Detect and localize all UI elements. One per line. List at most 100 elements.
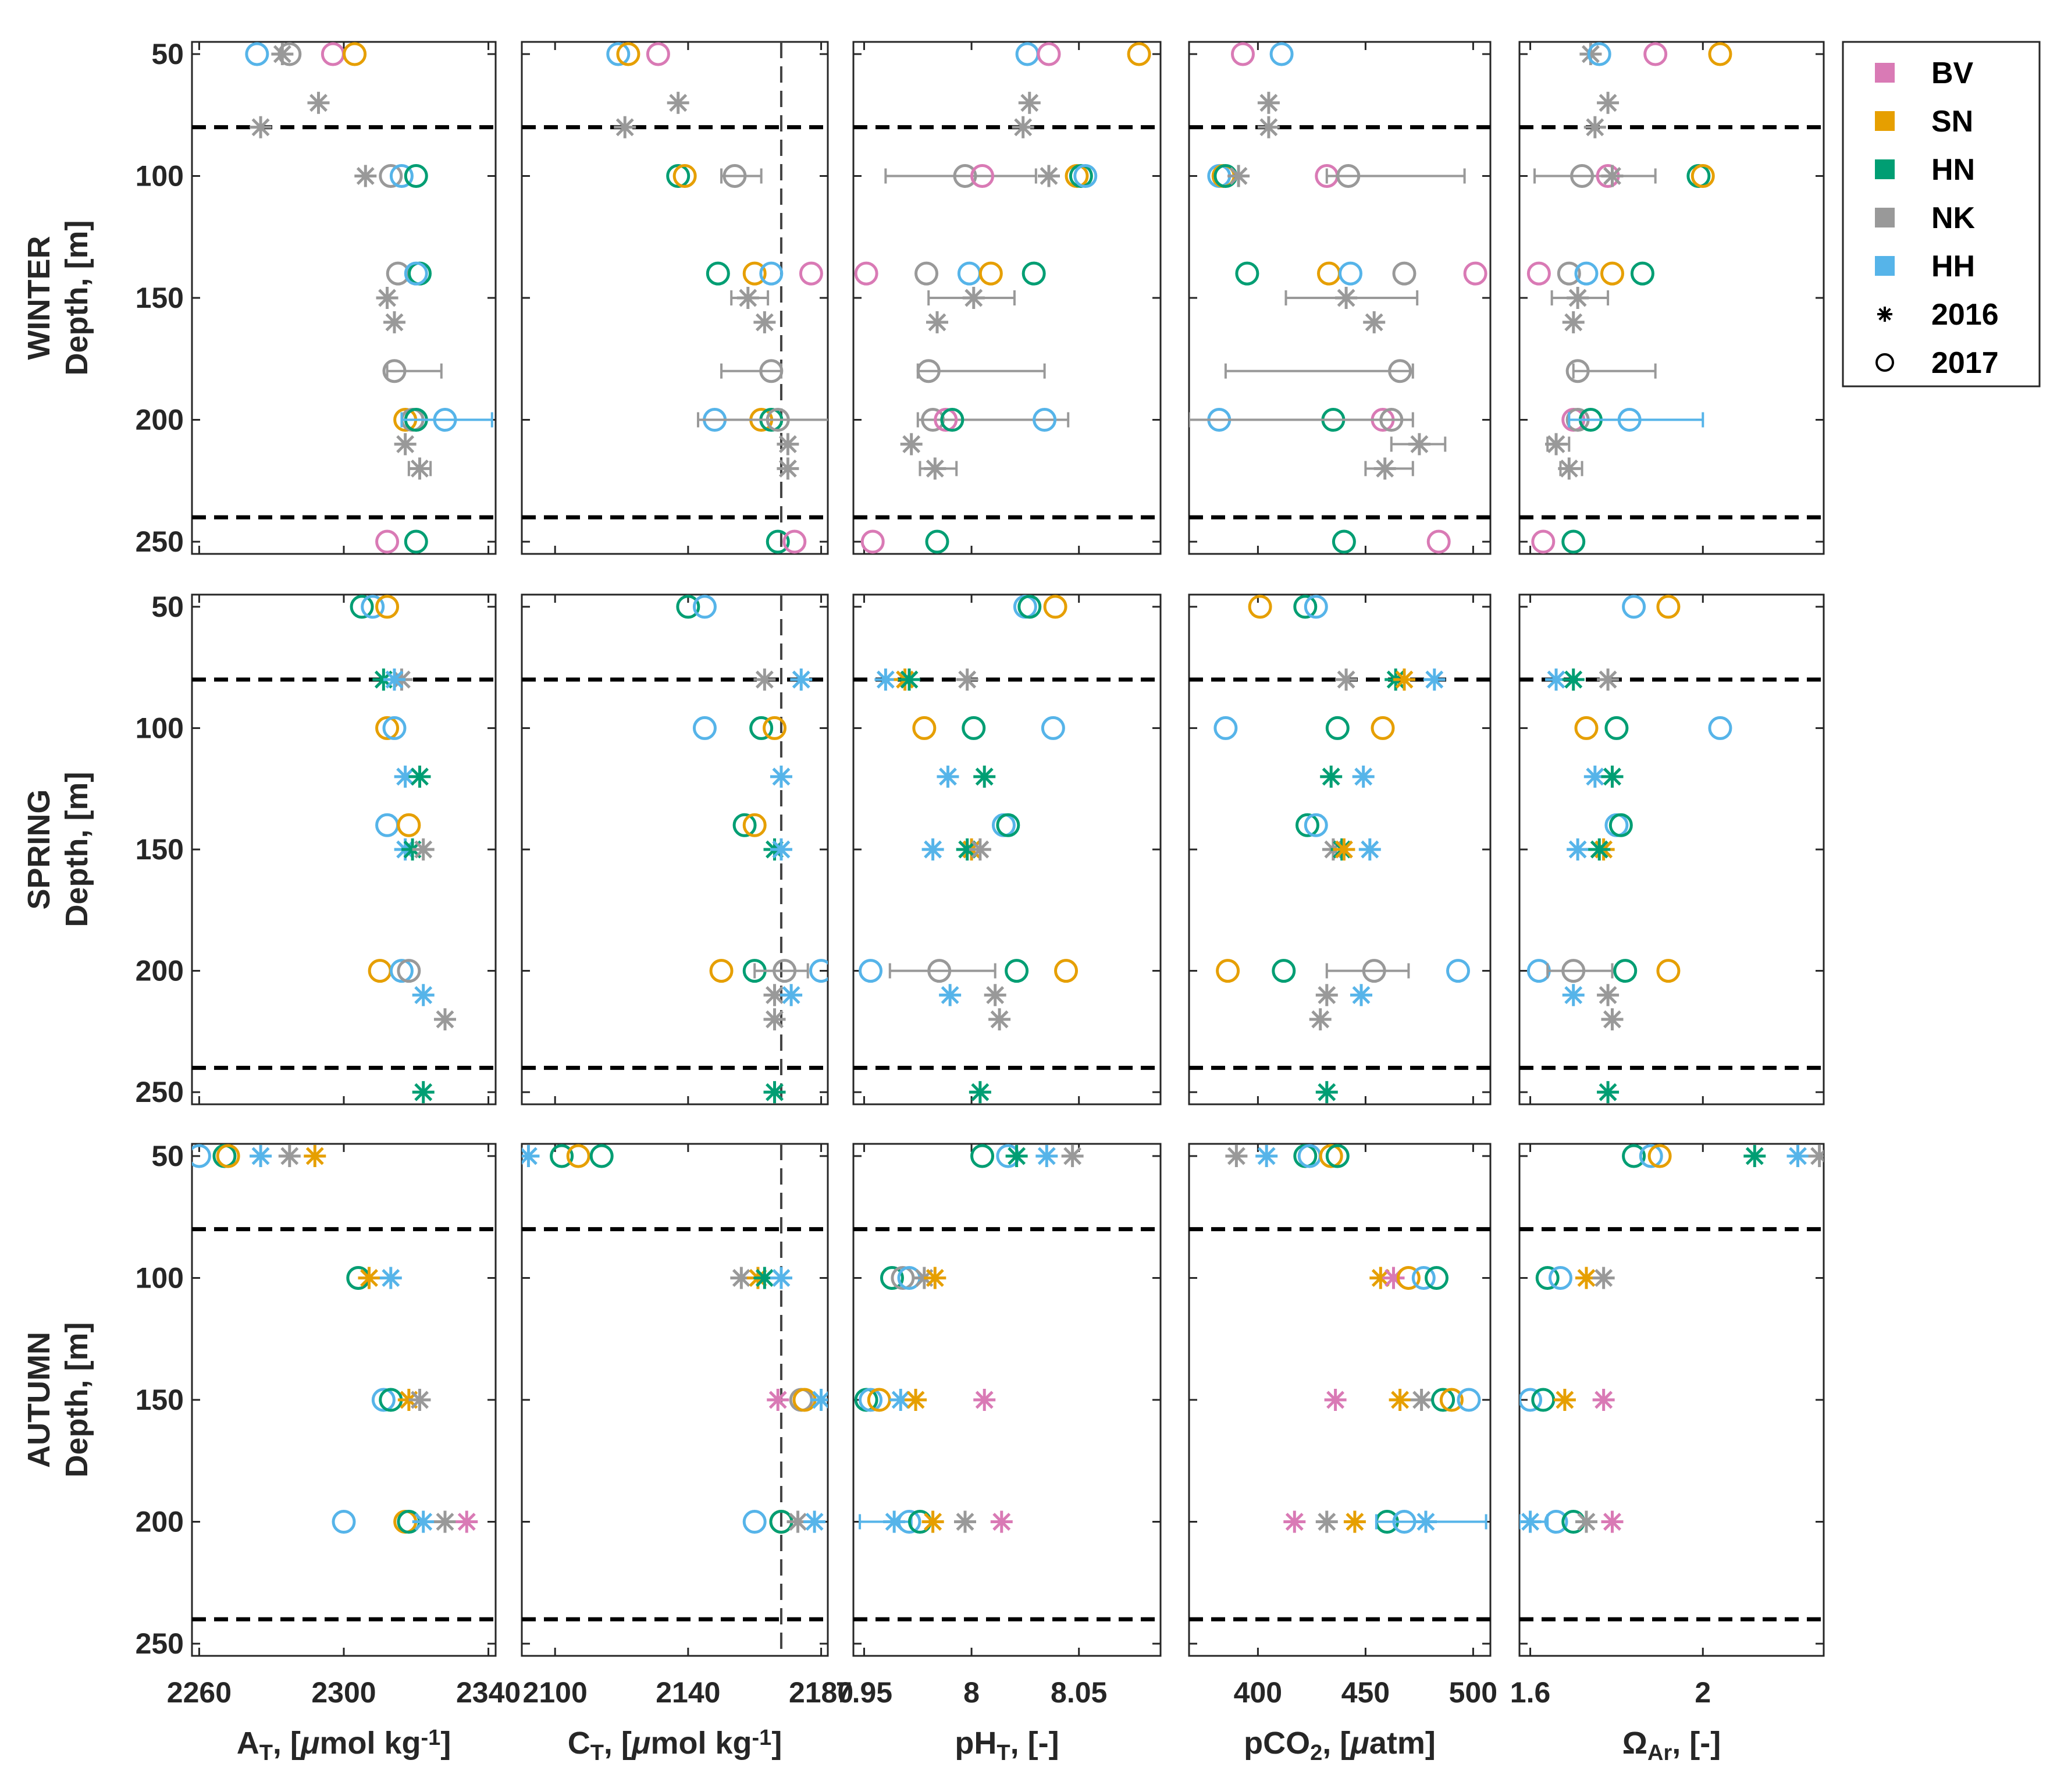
point-hh-2016: [1255, 1144, 1278, 1167]
point-bv-2016: [1601, 1510, 1624, 1533]
data-layer: [192, 1144, 478, 1534]
point-bv-2017: [1231, 42, 1255, 66]
error-bar: [1189, 412, 1414, 428]
point-hn-2017: [1325, 716, 1350, 740]
point-nk-2017: [1392, 261, 1417, 286]
panel-spring-pco2: [1188, 593, 1492, 1105]
point-sn-2017: [375, 716, 400, 740]
legend-entry-hh: HH: [1875, 250, 1975, 283]
point-sn-2017: [1656, 959, 1681, 983]
point-nk-2016: [1012, 116, 1034, 138]
point-hh-2017: [1073, 163, 1098, 188]
point-hn-2017: [749, 716, 774, 740]
point-hh-2016: [803, 1510, 826, 1533]
point-nk-2017: [927, 959, 952, 983]
point-sn-2017: [763, 716, 787, 740]
error-bar: [697, 412, 828, 428]
point-hh-2016: [412, 1510, 435, 1533]
point-hh-2016: [770, 1267, 792, 1289]
point-nk-2016: [1592, 1267, 1615, 1289]
point-hh-2016: [1035, 1144, 1058, 1167]
data-layer: [522, 1144, 828, 1534]
y-tick-label: 150: [136, 1384, 184, 1416]
point-nk-2016: [1315, 1510, 1338, 1533]
point-nk-2016: [763, 1008, 786, 1030]
x-axis-label-omegaar: ΩAr, [-]: [1622, 1726, 1721, 1765]
point-nk-2016: [753, 311, 776, 333]
point-hh-2017: [1304, 813, 1328, 837]
point-nk-2017: [1362, 959, 1386, 983]
point-nk-2016: [730, 1267, 753, 1289]
point-sn-2017: [616, 42, 640, 66]
panel-autumn-pco2: 400 450 500 pCO2, [μatm]: [1188, 1143, 1497, 1765]
legend-swatch: [1875, 256, 1895, 276]
point-nk-2016: [1408, 433, 1430, 456]
legend-label: HH: [1931, 250, 1975, 283]
legend-swatch: [1875, 63, 1895, 83]
panel-winter-omegaar: [1518, 41, 1825, 555]
point-nk-2016: [1545, 433, 1568, 456]
point-hn-2017: [962, 716, 986, 740]
point-sn-2016: [358, 1267, 380, 1289]
point-bv-2017: [860, 529, 885, 554]
point-hh-2016: [379, 1267, 402, 1289]
point-hn-2017: [666, 163, 691, 188]
point-bv-2017: [854, 261, 878, 286]
error-bar: [1568, 412, 1704, 428]
point-nk-2016: [1257, 116, 1280, 138]
point-hh-2016: [1786, 1144, 1809, 1167]
point-bv-2016: [455, 1510, 478, 1533]
y-tick-label: 50: [151, 38, 184, 70]
legend-entry-sn: SN: [1875, 105, 1973, 138]
point-hn-2017: [550, 1144, 574, 1168]
point-hh-2017: [1457, 1388, 1481, 1412]
point-sn-2017: [1708, 42, 1732, 66]
x-tick-label: 2100: [523, 1676, 588, 1709]
point-nk-2017: [379, 163, 403, 188]
point-hh-2017: [897, 1510, 921, 1534]
point-nk-2016: [1567, 287, 1589, 309]
point-nk-2016: [1575, 1510, 1597, 1533]
point-hn-2016: [763, 1081, 786, 1104]
point-hn-2017: [1613, 959, 1638, 983]
data-layer: [606, 42, 828, 554]
point-hn-2017: [925, 529, 949, 554]
point-hn-2016: [956, 838, 978, 861]
legend-circle-marker: [1875, 353, 1894, 372]
point-hn-2017: [404, 529, 428, 554]
point-bv-2017: [782, 529, 807, 554]
point-hn-2017: [1431, 1388, 1455, 1412]
point-nk-2016: [1597, 984, 1620, 1007]
point-sn-2017: [709, 959, 734, 983]
season-label-winter: WINTER: [22, 236, 56, 360]
point-hn-2017: [880, 1265, 904, 1290]
point-bv-2017: [1643, 42, 1668, 66]
legend-swatch: [1875, 159, 1895, 179]
axes-box: [191, 1143, 497, 1657]
point-bv-2017: [375, 529, 400, 554]
data-layer: [1519, 1144, 1824, 1534]
point-hh-2017: [361, 595, 385, 619]
point-sn-2016: [921, 1510, 944, 1533]
panel-winter-at: 50 100 150 200 250: [136, 38, 497, 558]
point-hn-2017: [1296, 813, 1319, 837]
y-tick-label: 200: [136, 404, 184, 436]
point-hh-2016: [1567, 838, 1589, 861]
point-nk-2016: [1315, 984, 1338, 1007]
point-hh-2017: [1544, 1510, 1568, 1534]
point-hn-2016: [1005, 1144, 1028, 1167]
point-nk-2017: [1561, 959, 1586, 983]
point-hn-2017: [970, 1144, 995, 1168]
point-hh-2017: [404, 261, 428, 286]
legend: BV SN HN NK HH 2016 2017: [1842, 41, 2041, 387]
legend-entry-bv: BV: [1875, 56, 1974, 90]
point-hh-2016: [412, 984, 435, 1007]
point-sn-2016: [1369, 1267, 1392, 1289]
season-label-spring: SPRING: [22, 789, 56, 909]
point-hn-2016: [408, 765, 431, 788]
point-sn-2017: [1127, 42, 1151, 66]
x-tick-label: 2180: [789, 1676, 853, 1709]
point-nk-2016: [394, 433, 417, 456]
